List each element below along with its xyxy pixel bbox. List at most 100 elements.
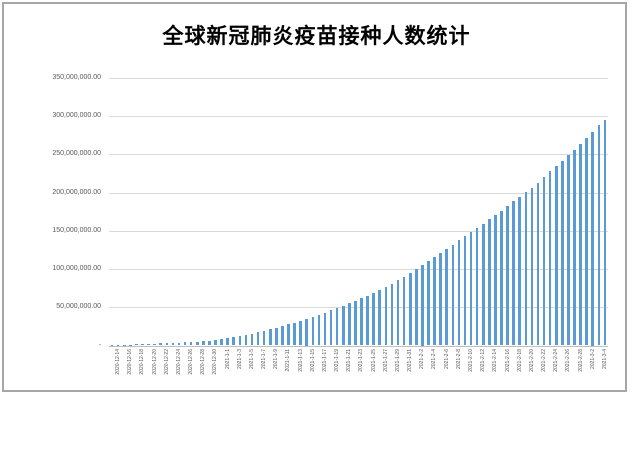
bar bbox=[573, 150, 576, 346]
bar bbox=[579, 144, 582, 346]
bar bbox=[494, 215, 497, 345]
bar bbox=[415, 269, 418, 345]
bar bbox=[567, 155, 570, 345]
bar bbox=[470, 232, 473, 345]
bar bbox=[269, 329, 272, 345]
bar bbox=[458, 240, 461, 345]
bar bbox=[196, 342, 199, 346]
bar bbox=[214, 340, 217, 346]
bar bbox=[543, 177, 546, 345]
x-axis-label: 2020-12-14 bbox=[115, 349, 121, 449]
x-axis-label: 2021-1-15 bbox=[310, 349, 316, 449]
bar bbox=[488, 219, 491, 345]
x-axis-label: 2021-2-8 bbox=[456, 349, 462, 449]
x-axis-label: 2021-2-26 bbox=[565, 349, 571, 449]
bar bbox=[409, 273, 412, 346]
bar bbox=[397, 280, 400, 345]
x-axis-line bbox=[109, 346, 608, 347]
bar bbox=[591, 132, 594, 346]
bar bbox=[555, 166, 558, 346]
bar bbox=[190, 342, 193, 345]
bar bbox=[293, 323, 296, 346]
x-axis-label: 2021-2-16 bbox=[505, 349, 511, 449]
bar bbox=[232, 337, 235, 345]
bar bbox=[324, 313, 327, 346]
x-axis-label: 2021-2-14 bbox=[492, 349, 498, 449]
x-axis-label: 2021-1-3 bbox=[237, 349, 243, 449]
x-axis-label: 2021-2-24 bbox=[553, 349, 559, 449]
bar bbox=[202, 341, 205, 345]
bar bbox=[500, 211, 503, 346]
bar bbox=[318, 315, 321, 346]
y-axis-label: 200,000,000.00 bbox=[31, 189, 101, 197]
bar bbox=[372, 293, 375, 346]
y-axis-label: 50,000,000.00 bbox=[31, 303, 101, 311]
bar bbox=[348, 303, 351, 345]
bar bbox=[226, 338, 229, 345]
x-axis-label: 2021-2-12 bbox=[480, 349, 486, 449]
bar bbox=[427, 261, 430, 345]
bar bbox=[421, 265, 424, 345]
bar bbox=[129, 345, 132, 346]
bar bbox=[257, 332, 260, 345]
x-axis-label: 2021-2-10 bbox=[468, 349, 474, 449]
x-axis-label: 2021-1-31 bbox=[407, 349, 413, 449]
x-axis-label: 2021-1-27 bbox=[383, 349, 389, 449]
bar bbox=[452, 245, 455, 346]
bar bbox=[312, 317, 315, 346]
bar bbox=[287, 324, 290, 345]
bar bbox=[531, 188, 534, 346]
x-axis-label: 2020-12-20 bbox=[152, 349, 158, 449]
bar bbox=[263, 331, 266, 346]
bar bbox=[366, 296, 369, 346]
x-axis-label: 2021-1-7 bbox=[261, 349, 267, 449]
bar bbox=[172, 343, 175, 346]
x-axis-label: 2020-12-16 bbox=[127, 349, 133, 449]
x-axis-label: 2021-2-20 bbox=[529, 349, 535, 449]
x-axis-label: 2021-2-2 bbox=[419, 349, 425, 449]
x-axis-label: 2021-1-23 bbox=[358, 349, 364, 449]
bar bbox=[439, 253, 442, 345]
x-axis-label: 2020-12-22 bbox=[164, 349, 170, 449]
bar bbox=[525, 192, 528, 345]
x-axis-label: 2021-1-17 bbox=[322, 349, 328, 449]
bar bbox=[166, 343, 169, 345]
bar bbox=[245, 335, 248, 346]
bar bbox=[537, 183, 540, 346]
bar bbox=[153, 344, 156, 346]
bar bbox=[123, 345, 126, 346]
bar bbox=[482, 224, 485, 346]
y-axis-zero-label: - bbox=[31, 342, 101, 350]
x-axis-label: 2021-3-4 bbox=[602, 349, 608, 449]
x-axis-label: 2020-12-30 bbox=[212, 349, 218, 449]
bar bbox=[518, 197, 521, 346]
x-axis-label: 2021-2-22 bbox=[541, 349, 547, 449]
x-axis-label: 2021-1-29 bbox=[395, 349, 401, 449]
bar bbox=[506, 206, 509, 345]
bar bbox=[281, 326, 284, 345]
bar bbox=[598, 125, 601, 345]
x-axis-label: 2020-12-26 bbox=[188, 349, 194, 449]
bar bbox=[354, 301, 357, 345]
bar bbox=[251, 334, 254, 346]
bar bbox=[549, 171, 552, 345]
y-axis-label: 250,000,000.00 bbox=[31, 150, 101, 158]
x-axis-label: 2021-1-25 bbox=[371, 349, 377, 449]
x-axis-label: 2020-12-24 bbox=[176, 349, 182, 449]
bar bbox=[220, 339, 223, 345]
bar bbox=[433, 257, 436, 345]
y-axis-label: 100,000,000.00 bbox=[31, 265, 101, 273]
x-axis-label: 2021-1-19 bbox=[334, 349, 340, 449]
bar bbox=[275, 328, 278, 346]
bar bbox=[299, 321, 302, 346]
bar bbox=[391, 284, 394, 346]
bar bbox=[512, 201, 515, 345]
x-axis-label: 2021-2-18 bbox=[517, 349, 523, 449]
x-axis-label: 2021-1-11 bbox=[285, 349, 291, 449]
bar bbox=[208, 341, 211, 346]
gridline bbox=[109, 154, 608, 155]
gridline bbox=[109, 78, 608, 79]
bar bbox=[305, 319, 308, 346]
x-axis-label: 2021-2-28 bbox=[578, 349, 584, 449]
